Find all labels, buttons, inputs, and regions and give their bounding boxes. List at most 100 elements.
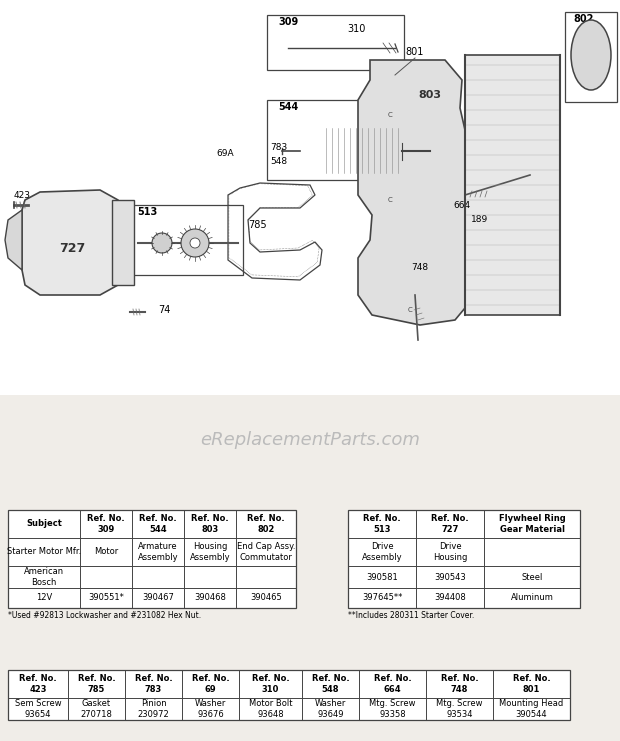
Circle shape <box>118 213 128 223</box>
Text: Motor Bolt
93648: Motor Bolt 93648 <box>249 700 292 719</box>
Ellipse shape <box>430 139 446 164</box>
Ellipse shape <box>240 150 256 166</box>
Circle shape <box>402 302 418 318</box>
Text: Ref. No.
785: Ref. No. 785 <box>78 674 115 694</box>
Text: Ref. No.
802: Ref. No. 802 <box>247 514 285 534</box>
Text: Ref. No.
801: Ref. No. 801 <box>513 674 551 694</box>
Text: Washer
93649: Washer 93649 <box>315 700 346 719</box>
Bar <box>348 510 580 608</box>
Circle shape <box>181 229 209 257</box>
Bar <box>310 143 314 159</box>
Circle shape <box>382 107 398 123</box>
Text: Drive
Assembly: Drive Assembly <box>361 542 402 562</box>
Polygon shape <box>22 190 122 295</box>
Text: 423: 423 <box>14 191 30 201</box>
Text: Armature
Assembly: Armature Assembly <box>138 542 179 562</box>
Text: 390551*: 390551* <box>88 594 124 602</box>
Text: Motor: Motor <box>94 548 118 556</box>
Text: 390581: 390581 <box>366 573 398 582</box>
Text: 748: 748 <box>412 264 428 273</box>
Bar <box>267 100 442 180</box>
Text: Ref. No.
544: Ref. No. 544 <box>139 514 177 534</box>
Ellipse shape <box>530 170 540 176</box>
Bar <box>112 200 134 285</box>
Text: Ref. No.
513: Ref. No. 513 <box>363 514 401 534</box>
Text: 394408: 394408 <box>434 594 466 602</box>
Text: eReplacementParts.com: eReplacementParts.com <box>200 431 420 449</box>
Text: 513: 513 <box>137 207 157 217</box>
Circle shape <box>585 49 597 61</box>
Text: Ref. No.
423: Ref. No. 423 <box>19 674 57 694</box>
Ellipse shape <box>414 340 422 346</box>
Bar <box>322 128 402 173</box>
Text: Ref. No.
783: Ref. No. 783 <box>135 674 172 694</box>
Text: 390543: 390543 <box>434 573 466 582</box>
Text: Mtg. Screw
93358: Mtg. Screw 93358 <box>370 700 416 719</box>
Bar <box>565 12 617 102</box>
Bar <box>305 143 309 159</box>
Text: 783: 783 <box>270 144 287 153</box>
Text: 390465: 390465 <box>250 594 282 602</box>
Text: Ref. No.
69: Ref. No. 69 <box>192 674 229 694</box>
Text: 664: 664 <box>453 201 471 210</box>
Text: Aluminum: Aluminum <box>510 594 554 602</box>
Text: 12V: 12V <box>36 594 52 602</box>
Text: Mounting Head
390544: Mounting Head 390544 <box>499 700 564 719</box>
Ellipse shape <box>245 155 251 161</box>
Text: 310: 310 <box>348 24 366 34</box>
Text: 390468: 390468 <box>194 594 226 602</box>
Text: 74: 74 <box>158 305 170 315</box>
Text: Sem Screw
93654: Sem Screw 93654 <box>15 700 61 719</box>
Text: Subject: Subject <box>26 519 62 528</box>
Bar <box>300 143 304 159</box>
Text: 727: 727 <box>59 242 85 254</box>
Circle shape <box>382 192 398 208</box>
Text: 189: 189 <box>471 216 489 225</box>
Text: Mtg. Screw
93534: Mtg. Screw 93534 <box>436 700 483 719</box>
Bar <box>8 670 570 720</box>
Text: Ref. No.
664: Ref. No. 664 <box>374 674 411 694</box>
Polygon shape <box>5 210 22 270</box>
Text: **Includes 280311 Starter Cover.: **Includes 280311 Starter Cover. <box>348 611 474 620</box>
Text: Drive
Housing: Drive Housing <box>433 542 467 562</box>
Text: 785: 785 <box>248 220 267 230</box>
Bar <box>267 15 404 70</box>
Text: Washer
93676: Washer 93676 <box>195 700 226 719</box>
Text: Steel: Steel <box>521 573 542 582</box>
Text: Ref. No.
309: Ref. No. 309 <box>87 514 125 534</box>
Bar <box>315 143 319 159</box>
Text: 803: 803 <box>418 90 441 100</box>
Bar <box>8 510 296 608</box>
Polygon shape <box>358 60 478 325</box>
Text: Pinion
230972: Pinion 230972 <box>138 700 169 719</box>
Text: 801: 801 <box>406 47 424 57</box>
Bar <box>128 205 243 275</box>
Text: C: C <box>407 307 412 313</box>
Bar <box>0 0 620 395</box>
Ellipse shape <box>571 20 611 90</box>
Text: 802: 802 <box>573 14 593 24</box>
Text: Ref. No.
727: Ref. No. 727 <box>431 514 469 534</box>
Text: American
Bosch: American Bosch <box>24 568 64 587</box>
Text: Starter Motor Mfr.: Starter Motor Mfr. <box>7 548 81 556</box>
Text: 390467: 390467 <box>142 594 174 602</box>
Circle shape <box>118 260 128 270</box>
Text: C: C <box>388 197 392 203</box>
Text: 309: 309 <box>278 17 298 27</box>
Text: 69A: 69A <box>216 148 234 158</box>
Text: Ref. No.
803: Ref. No. 803 <box>191 514 229 534</box>
Bar <box>465 55 560 315</box>
Text: Ref. No.
310: Ref. No. 310 <box>252 674 290 694</box>
Text: Flywheel Ring
Gear Material: Flywheel Ring Gear Material <box>498 514 565 534</box>
Text: 397645**: 397645** <box>362 594 402 602</box>
Text: *Used #92813 Lockwasher and #231082 Hex Nut.: *Used #92813 Lockwasher and #231082 Hex … <box>8 611 201 620</box>
Text: C: C <box>388 112 392 118</box>
Text: Housing
Assembly: Housing Assembly <box>190 542 230 562</box>
Text: Gasket
270718: Gasket 270718 <box>81 700 112 719</box>
Text: 544: 544 <box>278 102 298 112</box>
Text: Ref. No.
548: Ref. No. 548 <box>312 674 349 694</box>
Circle shape <box>190 238 200 248</box>
Text: Ref. No.
748: Ref. No. 748 <box>441 674 478 694</box>
Text: End Cap Assy.
Commutator: End Cap Assy. Commutator <box>237 542 295 562</box>
Circle shape <box>152 233 172 253</box>
